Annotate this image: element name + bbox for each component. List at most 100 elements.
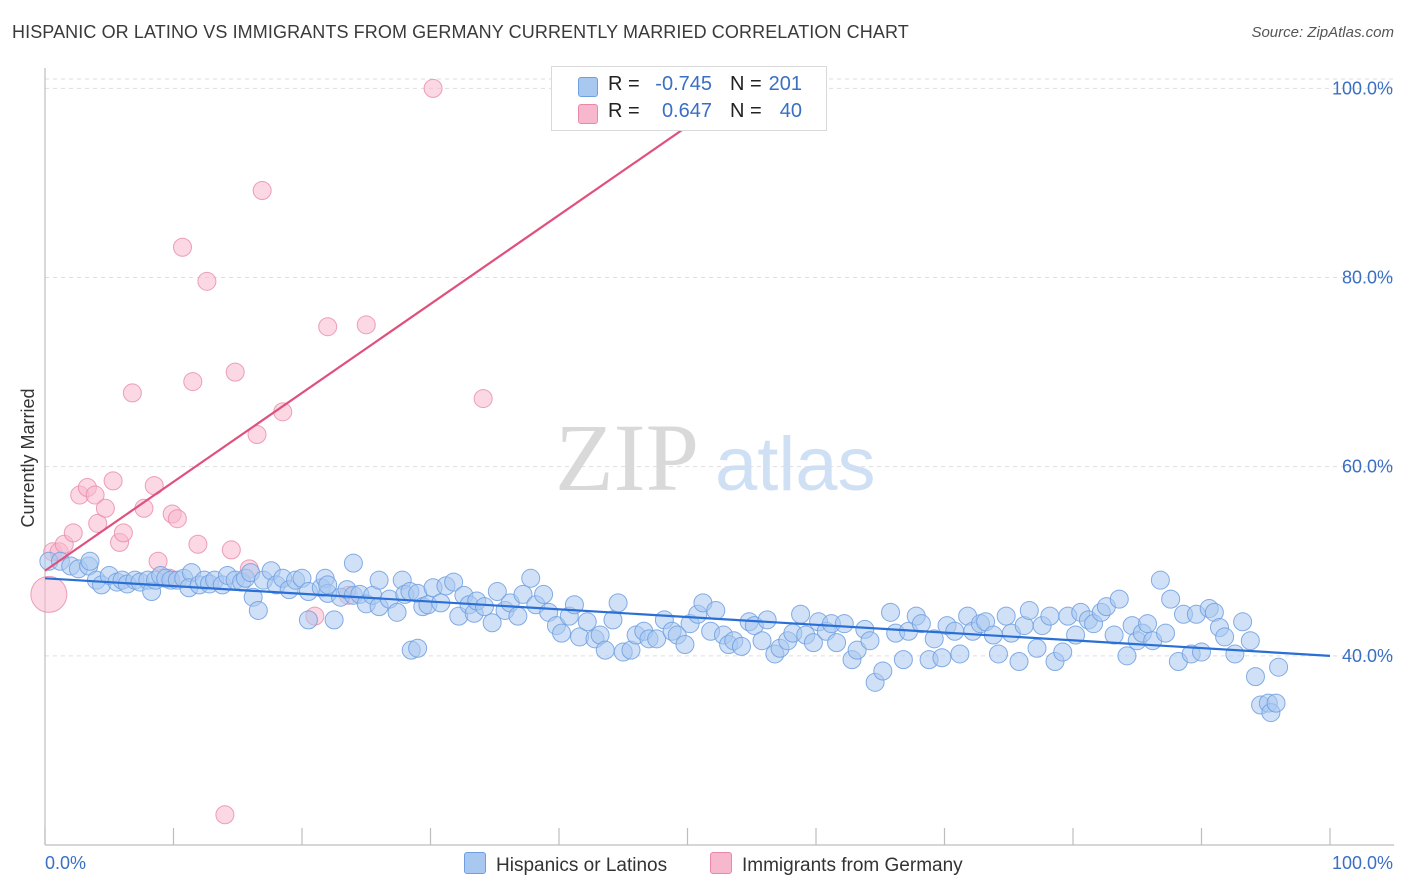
germany-point — [63, 523, 83, 543]
hispanic-point — [408, 638, 428, 658]
hispanics-trend-line — [44, 577, 1331, 657]
y-tick-label: 80.0% — [1342, 268, 1393, 288]
germany-point — [95, 498, 115, 518]
hispanic-point — [474, 597, 494, 617]
hispanic-point — [1027, 638, 1047, 658]
legend-n-label: N = — [730, 73, 762, 95]
hispanic-point — [945, 621, 965, 641]
chart-title: HISPANIC OR LATINO VS IMMIGRANTS FROM GE… — [12, 22, 909, 42]
hispanic-point — [608, 593, 628, 613]
legend-r-value: 0.647 — [661, 100, 712, 122]
hispanic-point — [387, 602, 407, 622]
hispanic-point — [950, 644, 970, 664]
hispanic-point — [847, 640, 867, 660]
germany-point — [167, 509, 187, 529]
legend-n-value: 201 — [768, 73, 802, 95]
hispanic-point — [1156, 623, 1176, 643]
hispanic-point — [521, 568, 541, 588]
hispanic-point — [595, 640, 615, 660]
hispanic-point — [791, 604, 811, 624]
hispanic-point — [881, 602, 901, 622]
hispanic-point — [1161, 589, 1181, 609]
hispanic-point — [1019, 600, 1039, 620]
bottom-legend-swatch-pink — [710, 852, 732, 874]
hispanic-point — [647, 629, 667, 649]
hispanic-point — [1040, 606, 1060, 626]
y-axis-title: Currently Married — [18, 388, 38, 527]
germany-point — [113, 523, 133, 543]
legend-r-label: R = — [608, 100, 640, 122]
hispanic-point — [487, 582, 507, 602]
hispanic-point — [1104, 625, 1124, 645]
watermark-zip: ZIP — [555, 404, 699, 511]
hispanic-point — [1245, 667, 1265, 687]
legend-row-germany: R = 0.647 N = 40 — [552, 100, 826, 128]
bottom-legend-germany: Immigrants from Germany — [710, 852, 963, 877]
hispanic-point — [752, 631, 772, 651]
hispanic-point — [513, 584, 533, 604]
germany-point — [221, 540, 241, 560]
x-tick-label: 0.0% — [45, 853, 86, 873]
germany-point — [122, 383, 142, 403]
axes — [44, 68, 1394, 846]
germany-point — [172, 237, 192, 257]
hispanic-point — [534, 584, 554, 604]
trend-lines — [44, 125, 1331, 657]
legend-r-label: R = — [608, 73, 640, 95]
germany-point — [247, 425, 267, 445]
germany-point — [215, 805, 235, 825]
hispanic-point — [1215, 627, 1235, 647]
germany-point — [252, 181, 272, 201]
hispanic-point — [1225, 644, 1245, 664]
hispanic-point — [80, 551, 100, 571]
hispanic-point — [552, 623, 572, 643]
watermark: ZIP atlas — [555, 404, 876, 511]
hispanic-point — [1269, 657, 1289, 677]
hispanic-point — [1053, 642, 1073, 662]
hispanic-point — [298, 610, 318, 630]
hispanic-point — [1150, 570, 1170, 590]
bottom-legend-label: Hispanics or Latinos — [496, 855, 668, 876]
hispanic-point — [1138, 614, 1158, 634]
hispanic-point — [318, 575, 338, 595]
y-tick-label: 60.0% — [1342, 457, 1393, 477]
hispanic-point — [1240, 631, 1260, 651]
hispanic-point — [932, 648, 952, 668]
legend-r-value: -0.745 — [655, 73, 712, 95]
germany-point — [30, 575, 68, 613]
germany-point — [473, 389, 493, 409]
legend-swatch-blue — [578, 77, 598, 97]
germany-point — [318, 317, 338, 337]
x-tick-label: 100.0% — [1332, 853, 1393, 873]
stats-legend: R = -0.745 N = 201 R = 0.647 N = 40 — [551, 66, 827, 131]
legend-n-value: 40 — [779, 100, 802, 122]
hispanic-point — [248, 600, 268, 620]
germany-point — [85, 485, 105, 505]
watermark-atlas: atlas — [715, 422, 876, 507]
hispanics-points — [39, 551, 1289, 723]
y-tick-label: 100.0% — [1332, 78, 1393, 98]
hispanic-point — [911, 614, 931, 634]
hispanic-point — [731, 636, 751, 656]
hispanic-point — [996, 606, 1016, 626]
hispanic-point — [827, 633, 847, 653]
bottom-legend-label: Immigrants from Germany — [742, 855, 963, 876]
hispanic-point — [706, 600, 726, 620]
source-label: Source: ZipAtlas.com — [1251, 24, 1394, 41]
hispanic-point — [893, 650, 913, 670]
hispanic-point — [924, 629, 944, 649]
germany-trend-line — [44, 125, 689, 572]
hispanic-point — [324, 610, 344, 630]
germany-point — [197, 271, 217, 291]
hispanic-point — [369, 570, 389, 590]
hispanic-point — [1109, 589, 1129, 609]
germany-point — [103, 471, 123, 491]
hispanic-point — [603, 610, 623, 630]
hispanic-point — [1192, 642, 1211, 662]
hispanic-point — [1266, 693, 1286, 713]
hispanic-point — [757, 610, 777, 630]
hispanic-point — [1009, 652, 1029, 672]
hispanic-point — [1233, 612, 1253, 632]
hispanic-point — [343, 553, 363, 573]
hispanic-point — [860, 631, 880, 651]
